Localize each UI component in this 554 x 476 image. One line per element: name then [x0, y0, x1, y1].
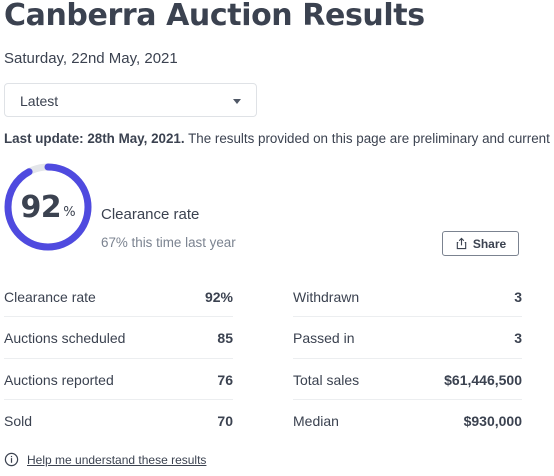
stats-left-column: Clearance rate 92% Auctions scheduled 85…: [4, 276, 233, 441]
stat-label: Passed in: [293, 330, 355, 347]
stats-right-column: Withdrawn 3 Passed in 3 Total sales $61,…: [293, 276, 522, 441]
clearance-rate-last-year: 67% this time last year: [101, 235, 236, 250]
stat-value: $930,000: [463, 412, 522, 429]
stat-row: Total sales $61,446,500: [293, 359, 522, 400]
stat-value: 85: [217, 330, 233, 347]
clearance-rate-number: 92: [20, 189, 62, 225]
clearance-rate-percent-sign: %: [63, 204, 76, 220]
stat-value: 92%: [204, 289, 233, 305]
stat-label: Median: [293, 412, 339, 429]
last-update-label: Last update: 28th May, 2021.: [4, 131, 185, 146]
stat-row: Sold 70: [4, 400, 233, 441]
last-update-notice: Last update: 28th May, 2021. The results…: [4, 131, 554, 146]
stat-label: Total sales: [293, 371, 360, 388]
stat-row: Auctions scheduled 85: [4, 317, 233, 359]
share-button[interactable]: Share: [442, 231, 519, 256]
stat-label: Sold: [4, 412, 33, 429]
clearance-rate-ring: [4, 163, 92, 251]
info-icon: [4, 452, 19, 467]
stat-value: 70: [217, 412, 233, 429]
help-section: Help me understand these results: [4, 452, 206, 467]
stat-value: 76: [217, 371, 233, 388]
results-period-select[interactable]: Latest: [4, 83, 257, 117]
ring-progress: [4, 163, 92, 251]
stat-label: Auctions reported: [4, 371, 114, 388]
stat-row: Median $930,000: [293, 400, 522, 441]
stat-row: Auctions reported 76: [4, 359, 233, 400]
stat-label: Clearance rate: [4, 289, 96, 305]
caret-down-icon: [233, 99, 241, 104]
last-update-text: The results provided on this page are pr…: [184, 131, 550, 146]
page-title: Canberra Auction Results: [4, 0, 425, 33]
stat-row: Clearance rate 92%: [4, 276, 233, 318]
stat-row: Withdrawn 3: [293, 276, 522, 318]
stat-label: Withdrawn: [293, 289, 360, 305]
stat-value: 3: [514, 330, 522, 347]
share-label: Share: [472, 236, 507, 251]
help-link[interactable]: Help me understand these results: [27, 452, 207, 467]
auction-date: Saturday, 22nd May, 2021: [4, 50, 178, 67]
share-icon: [456, 237, 467, 250]
stat-row: Passed in 3: [293, 317, 522, 359]
stat-value: 3: [514, 289, 522, 305]
stat-value: $61,446,500: [444, 371, 522, 388]
clearance-rate-label: Clearance rate: [101, 206, 200, 223]
clearance-rate-value: 92%: [3, 162, 93, 252]
stat-label: Auctions scheduled: [4, 330, 126, 347]
select-value: Latest: [20, 93, 59, 109]
